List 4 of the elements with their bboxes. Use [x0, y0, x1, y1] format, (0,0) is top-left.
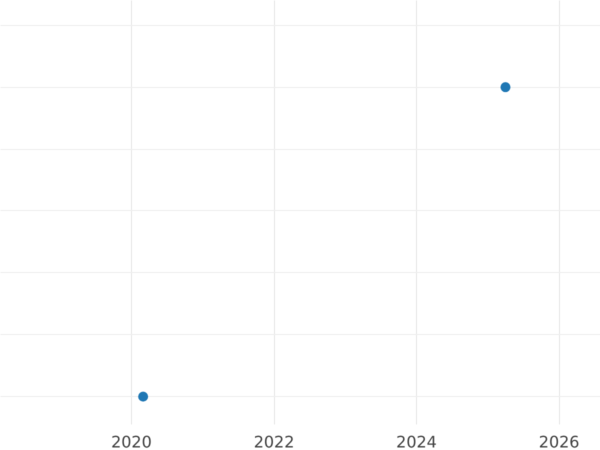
x-tick-label: 2024: [396, 432, 437, 450]
x-tick-label: 2026: [538, 432, 580, 450]
x-tick-label: 2020: [111, 432, 152, 450]
x-tick-label: 2022: [254, 432, 294, 450]
